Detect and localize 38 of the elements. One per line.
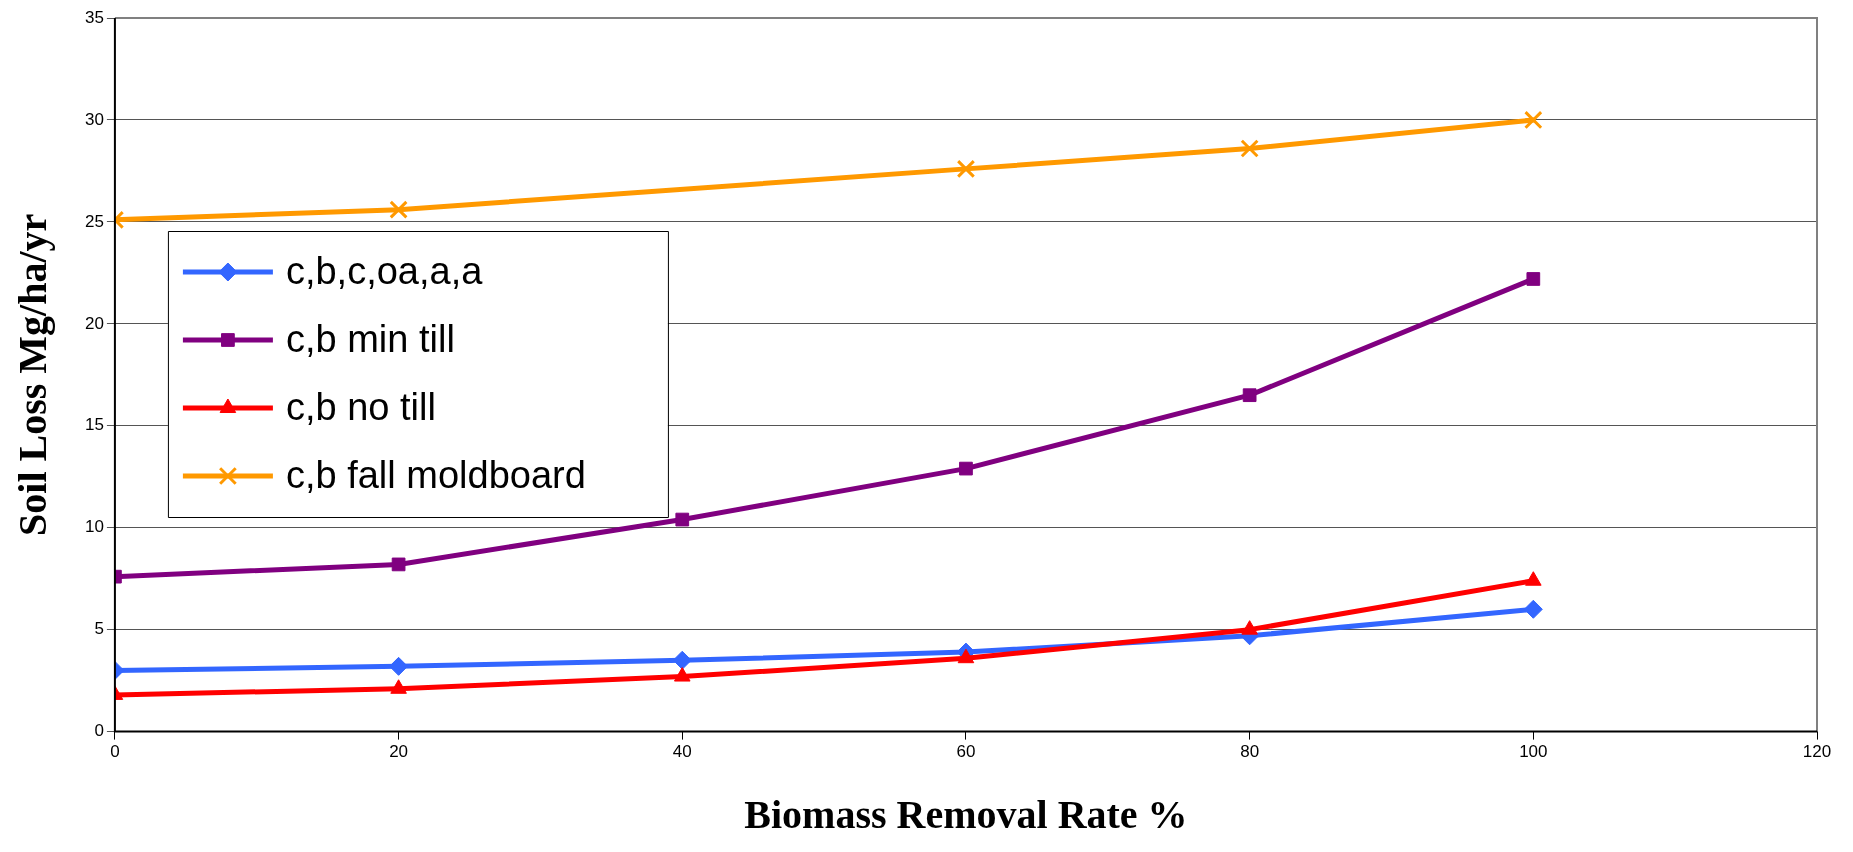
legend-label: c,b no till [285, 386, 436, 429]
point [389, 200, 408, 219]
y-tick-label: 30 [84, 109, 104, 129]
x-axis-title: Biomass Removal Rate % [744, 792, 1188, 838]
point [390, 679, 407, 694]
y-tick-label: 20 [84, 313, 104, 333]
x-tick-label: 40 [672, 742, 692, 762]
point [391, 557, 406, 572]
point [1525, 571, 1542, 586]
y-tick-label: 35 [84, 7, 104, 27]
x-tick-label: 0 [110, 742, 120, 762]
y-axis-title: Soil Loss Mg/ha/yr [10, 213, 56, 536]
y-tick-label: 15 [84, 415, 104, 435]
point [957, 648, 975, 664]
legend-label: c,b min till [285, 318, 455, 361]
x-tick-label: 100 [1519, 742, 1548, 762]
point [1241, 620, 1258, 635]
x-tick-label: 80 [1240, 742, 1260, 762]
point [959, 461, 973, 476]
y-tick-label: 25 [84, 211, 104, 231]
x-tick-label: 60 [956, 742, 976, 762]
point [672, 650, 692, 670]
point [1523, 599, 1543, 619]
legend-label: c,b,c,oa,a,a [285, 250, 484, 293]
point [389, 656, 409, 676]
x-tick-label: 120 [1802, 742, 1832, 762]
y-tick-label: 5 [94, 619, 104, 639]
x-tick-label: 20 [389, 742, 409, 762]
point [1240, 139, 1259, 158]
legend-label: c,b fall moldboard [285, 454, 586, 497]
y-tick-label: 0 [94, 721, 104, 741]
point [956, 159, 976, 179]
point [1524, 110, 1543, 130]
y-tick-label: 10 [84, 517, 104, 537]
point [675, 512, 690, 527]
point [1526, 272, 1541, 286]
point [1242, 388, 1257, 403]
point [673, 667, 691, 682]
